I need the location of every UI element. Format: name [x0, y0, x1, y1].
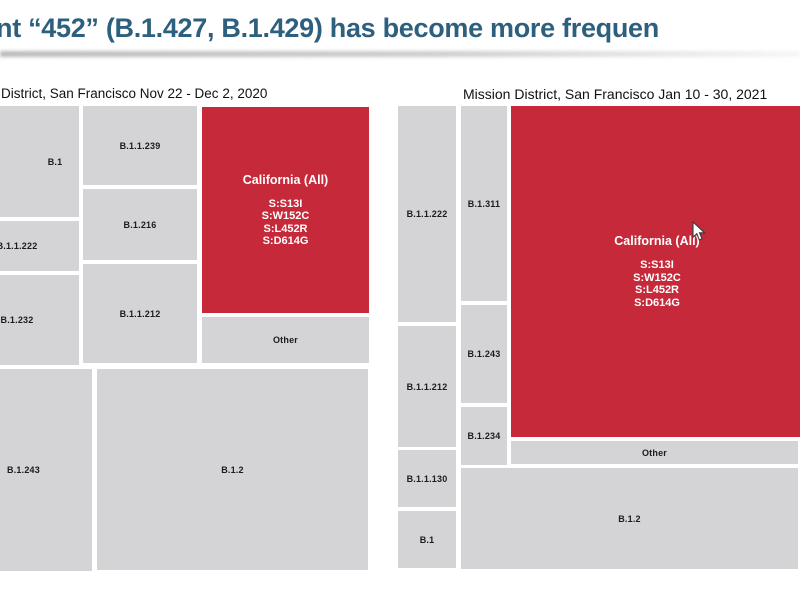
mutation-label: S:L452R [634, 284, 680, 296]
treemap-box-b-1-2[interactable]: B.1.2 [461, 468, 798, 569]
treemap-box-b-1[interactable]: B.1 [0, 106, 79, 217]
treemap-box-label: B.1.1.222 [406, 209, 448, 219]
treemap-box-b-1-243[interactable]: B.1.243 [461, 305, 507, 403]
treemap-box-b-1-2[interactable]: B.1.2 [97, 369, 368, 570]
mutation-label: S:S13I [640, 259, 674, 271]
mutation-label: S:S13I [268, 197, 303, 210]
mutation-label: S:D614G [634, 296, 680, 309]
treemap-box-label: B.1.232 [0, 315, 34, 325]
treemap-box-california-all[interactable]: California (All) S:S13I S:W152C S:L452R S:D6… [511, 106, 800, 437]
treemap-box-label: B.1.234 [467, 431, 501, 441]
treemap-box-label: B.1.1.222 [0, 241, 38, 251]
treemap-box-label: B.1.1.212 [119, 308, 161, 319]
treemap-box-california-all[interactable]: California (All) S:S13I S:W152C S:L452R S:D6… [202, 107, 369, 313]
treemap-box-label: B.1.2 [618, 513, 641, 524]
treemap-box-label: B.1.216 [123, 219, 157, 230]
treemap-box-label: B.1.1.130 [406, 473, 448, 484]
treemap-box-b-1-216[interactable]: B.1.216 [83, 189, 197, 260]
treemap-box-label: B.1.243 [7, 465, 40, 475]
red-box-title: California (All) [242, 172, 329, 187]
treemap-box-b-1-232[interactable]: B.1.232 [0, 275, 79, 365]
red-box-title: California (All) [614, 234, 700, 248]
treemap-box-label: B.1.311 [467, 198, 501, 209]
treemap-box-label: B.1.2 [221, 464, 244, 475]
treemap-box-b-1[interactable]: B.1 [398, 511, 456, 568]
treemap-box-b-1-1-212[interactable]: B.1.1.212 [83, 264, 197, 363]
slide-title: nt “452” (B.1.427, B.1.429) has become m… [0, 13, 659, 43]
treemap-box-label: B.1.1.212 [406, 381, 448, 392]
treemap-box-b-1-1-130[interactable]: B.1.1.130 [398, 450, 456, 507]
treemap-box-label: Other [272, 335, 298, 345]
mutation-label: S:L452R [263, 222, 308, 235]
treemap-box-b-1-1-239[interactable]: B.1.1.239 [83, 106, 197, 185]
treemap-box-other[interactable]: Other [511, 441, 798, 464]
mutation-label: S:W152C [261, 210, 310, 222]
treemap-box-label: B.1.243 [467, 349, 501, 359]
treemap-box-label: B.1 [47, 156, 63, 167]
treemap-box-b-1-1-212[interactable]: B.1.1.212 [398, 326, 456, 447]
treemap-box-b-1-311[interactable]: B.1.311 [461, 106, 507, 301]
mutation-label: S:D614G [262, 235, 309, 247]
treemap-box-b-1-1-222[interactable]: B.1.1.222 [0, 221, 79, 271]
chart-title-left: District, San Francisco Nov 22 - Dec 2, … [1, 86, 268, 101]
treemap-box-b-1-234[interactable]: B.1.234 [461, 407, 507, 465]
treemap-box-b-1-243[interactable]: B.1.243 [0, 369, 92, 571]
mutation-label: S:W152C [633, 271, 681, 284]
treemap-box-label: B.1.1.239 [119, 140, 161, 151]
treemap-box-label: Other [641, 447, 667, 458]
treemap-box-label: B.1 [419, 534, 435, 545]
chart-title-right: Mission District, San Francisco Jan 10 -… [463, 86, 768, 102]
treemap-box-other[interactable]: Other [202, 317, 369, 363]
title-shadow-artifact [0, 51, 800, 57]
treemap-box-b-1-1-222[interactable]: B.1.1.222 [398, 106, 456, 322]
